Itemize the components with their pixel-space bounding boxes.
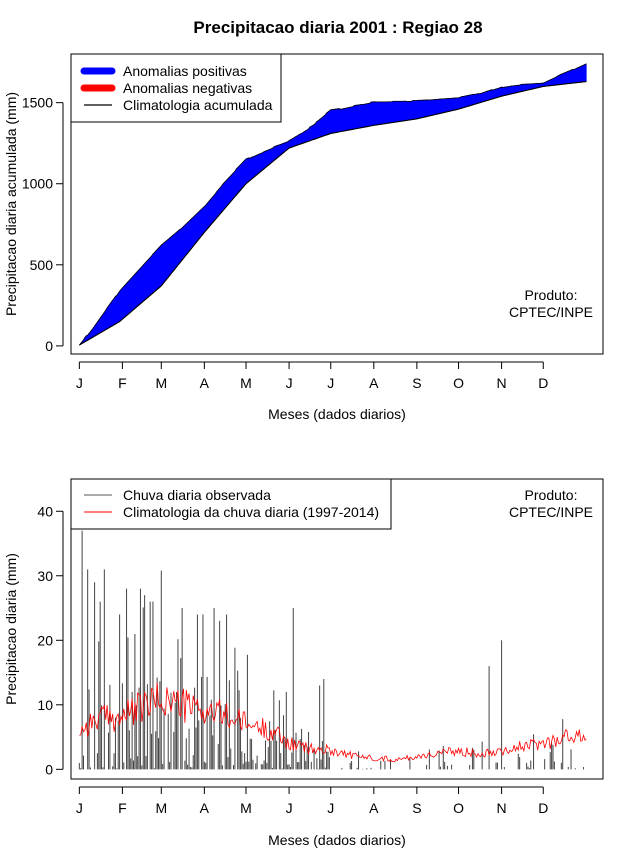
bottom-x-axis-label: Meses (dados diarios) [268,832,406,848]
top-product-label: Produto: [525,287,578,303]
cumulative-plot-area [79,63,587,346]
bottom-y-tick-label: 0 [45,761,53,777]
bottom-legend: Chuva diaria observada Climatologia da c… [70,478,392,530]
bottom-x-tick-label: N [497,800,507,816]
bottom-x-tick-label: S [412,800,421,816]
legend-label-daily-climatology: Climatologia da chuva diaria (1997-2014) [123,504,379,520]
top-x-tick-label: N [497,375,507,391]
top-product-source: CPTEC/INPE [509,304,593,320]
legend-label-positive: Anomalias positivas [123,63,247,79]
bottom-y-tick-label: 40 [37,503,53,519]
top-x-tick-label: J [327,375,334,391]
bottom-product-label: Produto: [525,487,578,503]
top-plot-frame [70,53,604,355]
top-x-tick-label: M [155,375,167,391]
top-x-axis-label: Meses (dados diarios) [268,406,406,422]
bottom-y-axis: 0 10 20 30 40 [37,503,64,777]
climatology-cumulative-line [79,81,587,346]
top-x-tick-label: J [286,375,293,391]
top-x-tick-label: F [118,375,127,391]
bottom-x-tick-label: J [76,800,83,816]
top-y-tick-label: 0 [45,338,53,354]
top-panel: 0 500 1000 1500 J F M A M J J A S O N D Meses (dados d… [3,53,604,422]
daily-plot-area [78,530,587,770]
bottom-product-source: CPTEC/INPE [509,504,593,520]
bottom-y-axis-label: Precipitacao diaria (mm) [3,553,19,705]
top-y-tick-label: 500 [30,257,54,273]
bottom-x-tick-label: D [538,800,548,816]
bottom-y-tick-label: 10 [37,697,53,713]
observed-daily-bars [78,530,585,770]
top-y-tick-label: 1000 [22,176,53,192]
top-x-tick-label: D [538,375,548,391]
bottom-y-tick-label: 30 [37,568,53,584]
legend-label-negative: Anomalias negativas [123,80,252,96]
daily-climatology-line [79,682,587,763]
top-x-tick-label: J [76,375,83,391]
legend-label-climatology: Climatologia acumulada [123,97,273,113]
top-legend: Anomalias positivas Anomalias negativas … [70,53,282,123]
bottom-x-tick-label: O [453,800,464,816]
top-y-tick-label: 1500 [22,95,53,111]
top-y-axis: 0 500 1000 1500 [22,95,64,354]
top-x-tick-label: A [369,375,379,391]
top-x-tick-label: O [453,375,464,391]
bottom-x-tick-label: J [327,800,334,816]
bottom-x-tick-label: M [155,800,167,816]
legend-label-observed: Chuva diaria observada [123,487,271,503]
bottom-y-tick-label: 20 [37,632,53,648]
bottom-x-tick-label: F [118,800,127,816]
top-x-tick-label: S [412,375,421,391]
bottom-panel: 0 10 20 30 40 J F M A M J J A S O N D Meses (dados diar… [3,478,604,848]
top-y-axis-label: Precipitacao diaria acumulada (mm) [3,92,19,316]
bottom-x-tick-label: A [369,800,379,816]
bottom-x-tick-label: J [286,800,293,816]
figure-title: Precipitacao diaria 2001 : Regiao 28 [193,18,482,37]
bottom-legend-box [70,478,392,530]
observed-cumulative-line [79,63,587,346]
top-x-tick-label: M [240,375,252,391]
top-x-tick-label: A [200,375,210,391]
bottom-x-tick-label: A [200,800,210,816]
bottom-x-tick-label: M [240,800,252,816]
